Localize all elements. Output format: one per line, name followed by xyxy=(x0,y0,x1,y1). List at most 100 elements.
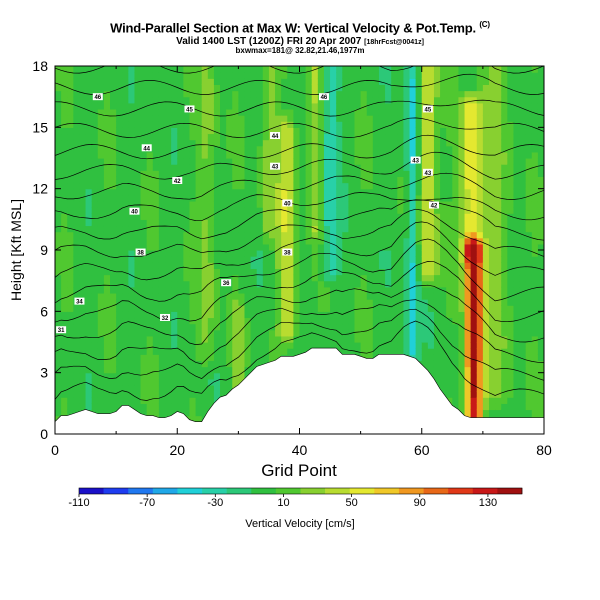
velocity-cell xyxy=(537,188,544,196)
velocity-cell xyxy=(464,335,472,343)
velocity-cell xyxy=(250,176,258,184)
colorbar-swatch xyxy=(423,488,449,494)
velocity-cell xyxy=(91,360,99,368)
velocity-cell xyxy=(537,391,544,398)
velocity-cell xyxy=(525,274,533,282)
velocity-cell xyxy=(305,121,313,128)
velocity-cell xyxy=(403,207,411,214)
velocity-cell xyxy=(110,391,117,398)
velocity-cell xyxy=(501,292,508,300)
velocity-cell xyxy=(116,151,123,159)
velocity-cell xyxy=(128,329,136,337)
velocity-cell xyxy=(348,299,356,306)
velocity-cell xyxy=(409,66,417,73)
velocity-cell xyxy=(397,78,405,85)
velocity-cell xyxy=(378,164,386,171)
velocity-cell xyxy=(336,121,343,128)
velocity-cell xyxy=(122,354,129,361)
velocity-cell xyxy=(330,292,337,300)
velocity-cell xyxy=(226,237,233,245)
velocity-cell xyxy=(385,108,392,116)
velocity-cell xyxy=(330,200,337,208)
velocity-cell xyxy=(116,250,123,257)
velocity-cell xyxy=(427,335,435,343)
velocity-cell xyxy=(348,262,356,269)
velocity-cell xyxy=(446,292,453,300)
velocity-cell xyxy=(158,243,166,251)
velocity-cell xyxy=(189,323,197,331)
velocity-cell xyxy=(299,237,307,245)
velocity-cell xyxy=(513,250,521,257)
velocity-cell xyxy=(354,151,362,159)
velocity-cell xyxy=(397,188,405,196)
velocity-cell xyxy=(305,72,313,79)
velocity-cell xyxy=(348,72,356,79)
velocity-cell xyxy=(531,133,539,141)
contour-label-text: 46 xyxy=(94,95,101,101)
velocity-cell xyxy=(470,391,478,398)
velocity-cell xyxy=(452,280,460,288)
velocity-cell xyxy=(299,158,307,165)
velocity-cell xyxy=(525,182,533,190)
velocity-cell xyxy=(391,299,398,306)
velocity-cell xyxy=(458,66,466,73)
velocity-cell xyxy=(250,299,258,306)
velocity-cell xyxy=(195,84,203,92)
velocity-cell xyxy=(55,360,62,368)
velocity-cell xyxy=(366,194,374,202)
velocity-cell xyxy=(128,102,136,110)
velocity-cell xyxy=(464,176,472,184)
velocity-cell xyxy=(103,372,111,380)
velocity-cell xyxy=(238,323,246,331)
velocity-cell xyxy=(281,305,288,312)
velocity-cell xyxy=(226,299,233,306)
velocity-cell xyxy=(433,108,441,116)
velocity-cell xyxy=(110,158,117,165)
velocity-cell xyxy=(207,225,215,233)
velocity-cell xyxy=(446,372,453,380)
velocity-cell xyxy=(152,151,160,159)
velocity-cell xyxy=(293,207,301,214)
velocity-cell xyxy=(360,90,368,98)
velocity-cell xyxy=(391,231,398,239)
velocity-cell xyxy=(360,121,368,128)
velocity-cell xyxy=(171,305,178,312)
velocity-cell xyxy=(482,225,490,233)
velocity-cell xyxy=(73,366,81,374)
velocity-cell xyxy=(409,200,417,208)
velocity-cell xyxy=(366,158,374,165)
velocity-cell xyxy=(385,200,392,208)
velocity-cell xyxy=(458,133,466,141)
velocity-cell xyxy=(452,391,460,398)
velocity-cell xyxy=(397,348,405,355)
velocity-cell xyxy=(220,354,227,361)
velocity-cell xyxy=(385,237,392,245)
velocity-cell xyxy=(519,305,527,312)
velocity-cell xyxy=(140,207,148,214)
velocity-cell xyxy=(171,158,178,165)
velocity-cell xyxy=(366,219,374,227)
velocity-cell xyxy=(213,200,221,208)
velocity-cell xyxy=(360,292,368,300)
velocity-cell xyxy=(360,286,368,294)
velocity-cell xyxy=(61,262,68,269)
velocity-cell xyxy=(134,127,142,135)
velocity-cell xyxy=(262,194,270,202)
velocity-cell xyxy=(195,409,203,417)
velocity-cell xyxy=(122,348,129,355)
velocity-cell xyxy=(238,158,246,165)
colorbar-tick-label: 10 xyxy=(277,497,289,509)
velocity-cell xyxy=(354,299,362,306)
velocity-cell xyxy=(433,66,441,73)
velocity-cell xyxy=(226,133,233,141)
velocity-cell xyxy=(403,305,411,312)
velocity-cell xyxy=(403,188,411,196)
velocity-cell xyxy=(146,292,154,300)
velocity-cell xyxy=(311,145,319,153)
velocity-cell xyxy=(476,207,484,214)
velocity-cell xyxy=(348,243,356,251)
velocity-cell xyxy=(421,335,429,343)
velocity-cell xyxy=(342,194,349,202)
velocity-cell xyxy=(226,225,233,233)
velocity-cell xyxy=(287,292,294,300)
